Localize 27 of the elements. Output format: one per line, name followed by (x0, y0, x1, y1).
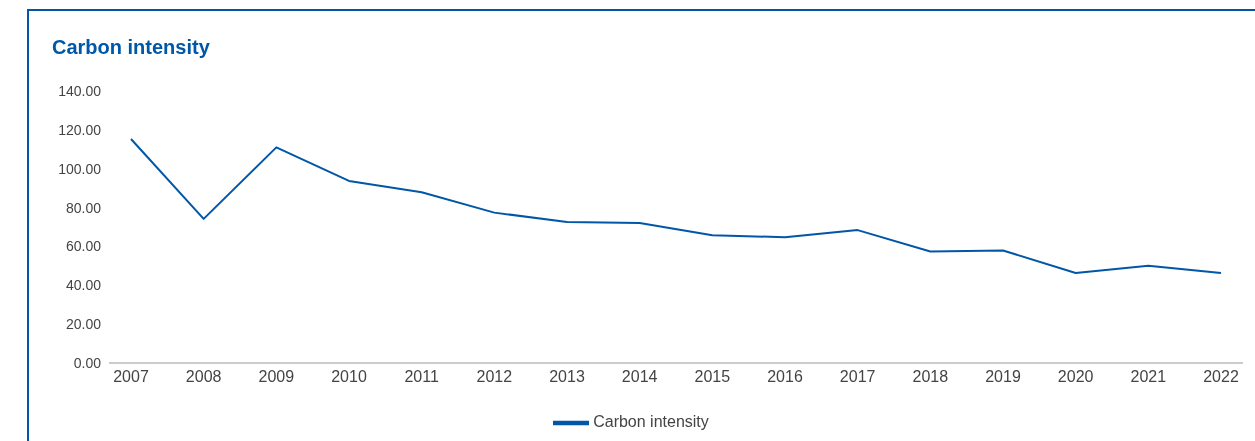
x-tick-label: 2009 (258, 368, 295, 386)
x-tick-label: 2021 (1130, 368, 1167, 386)
legend-label: Carbon intensity (593, 413, 709, 431)
x-tick-label: 2012 (476, 368, 513, 386)
chart-title: Carbon intensity (52, 36, 210, 59)
y-tick-label: 140.00 (58, 82, 102, 99)
line-series (130, 137, 1222, 275)
x-tick-label: 2020 (1057, 368, 1094, 386)
x-tick-label: 2018 (912, 368, 949, 386)
y-tick-label: 120.00 (58, 121, 102, 138)
y-tick-label: 0.00 (73, 354, 102, 371)
x-tick-label: 2007 (113, 368, 149, 386)
x-tick-label: 2022 (1203, 368, 1239, 386)
x-tick-label: 2008 (185, 368, 222, 386)
y-tick-label: 100.00 (58, 160, 102, 177)
x-tick-label: 2016 (767, 368, 803, 386)
x-tick-label: 2015 (694, 368, 731, 386)
x-tick-label: 2013 (549, 368, 585, 386)
y-tick-label: 40.00 (65, 277, 102, 294)
x-tick-label: 2017 (839, 368, 876, 386)
x-tick-label: 2014 (621, 368, 658, 386)
x-tick-label: 2011 (404, 368, 439, 386)
y-tick-label: 80.00 (65, 199, 102, 216)
x-tick-label: 2010 (331, 368, 367, 386)
y-tick-label: 20.00 (65, 316, 102, 333)
x-tick-label: 2019 (985, 368, 1021, 386)
y-tick-label: 60.00 (65, 238, 102, 255)
